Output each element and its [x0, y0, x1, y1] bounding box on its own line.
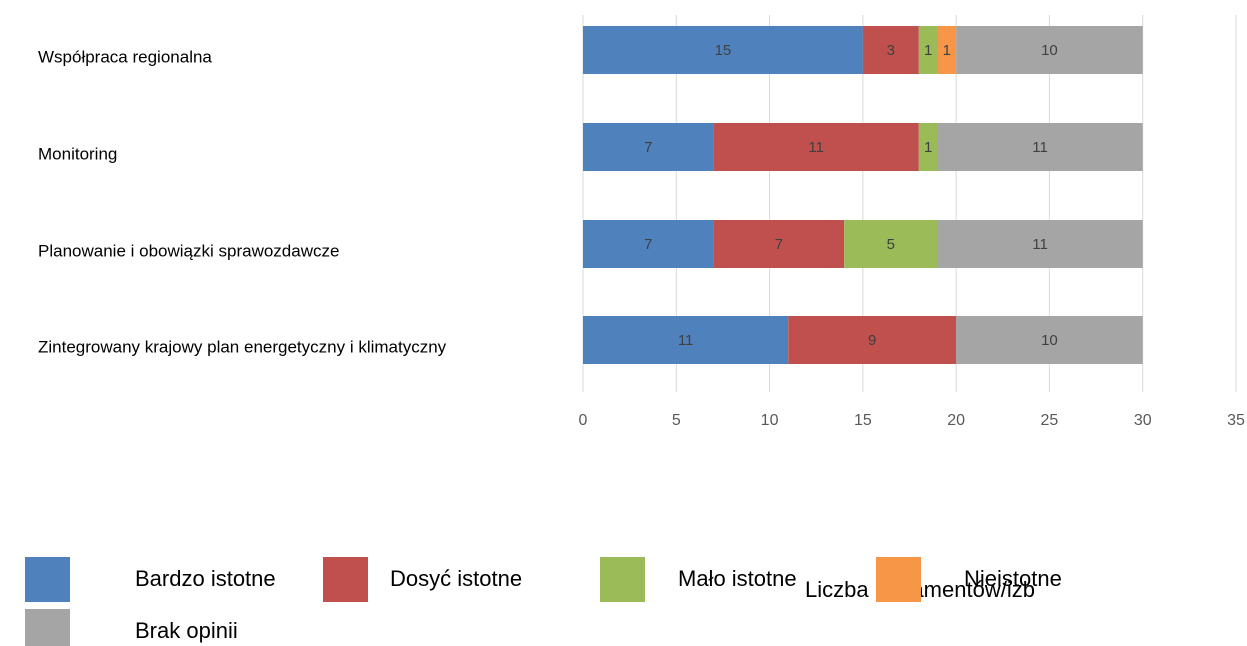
- bar-segment: [583, 220, 714, 268]
- legend-label: Dosyć istotne: [390, 566, 522, 591]
- bar-segment: [713, 123, 919, 171]
- legend-swatch: [25, 609, 70, 646]
- legend-swatch: [876, 557, 921, 602]
- legend-swatch: [25, 557, 70, 602]
- bar-segment: [956, 316, 1143, 364]
- bar-segment: [918, 123, 938, 171]
- data-label: 1: [924, 139, 932, 156]
- x-tick-label: 10: [761, 412, 779, 429]
- data-label: 15: [715, 42, 732, 59]
- data-label: 9: [868, 332, 876, 349]
- legend-swatch: [323, 557, 368, 602]
- bar-segment: [583, 123, 714, 171]
- legend-swatch: [600, 557, 645, 602]
- data-label: 5: [887, 236, 895, 253]
- bar-segment: [788, 316, 957, 364]
- bar-segment: [956, 26, 1143, 74]
- x-tick-label: 30: [1134, 412, 1152, 429]
- category-label: Monitoring: [38, 144, 117, 163]
- bar-segment: [918, 26, 938, 74]
- bar-segment: [844, 220, 938, 268]
- category-label: Współpraca regionalna: [38, 47, 212, 66]
- category-label: Planowanie i obowiązki sprawozdawcze: [38, 241, 339, 260]
- data-label: 3: [887, 42, 895, 59]
- category-label: Zintegrowany krajowy plan energetyczny i…: [38, 337, 447, 356]
- legend-label: Bardzo istotne: [135, 566, 276, 591]
- x-tick-label: 15: [854, 412, 872, 429]
- bar-segment: [937, 123, 1143, 171]
- data-label: 11: [1032, 236, 1048, 253]
- data-label: 1: [924, 42, 932, 59]
- bar-segment: [937, 220, 1143, 268]
- data-label: 10: [1041, 42, 1058, 59]
- data-label: 11: [808, 139, 824, 156]
- x-tick-label: 5: [672, 412, 681, 429]
- bar-segment: [937, 26, 957, 74]
- bar-segment: [713, 220, 845, 268]
- x-tick-label: 35: [1227, 412, 1245, 429]
- data-label: 10: [1041, 332, 1058, 349]
- x-tick-label: 20: [947, 412, 965, 429]
- bar-segment: [583, 26, 863, 74]
- legend-label: Mało istotne: [678, 566, 797, 591]
- bar-segment: [583, 316, 789, 364]
- data-label: 11: [1032, 139, 1048, 156]
- legend-label: Brak opinii: [135, 618, 238, 643]
- legend-label: Nieistotne: [964, 566, 1062, 591]
- data-label: 11: [678, 332, 694, 349]
- data-label: 7: [775, 236, 783, 253]
- data-label: 1: [943, 42, 951, 59]
- data-label: 7: [644, 236, 652, 253]
- x-tick-label: 25: [1041, 412, 1059, 429]
- bar-segment: [862, 26, 919, 74]
- data-label: 7: [644, 139, 652, 156]
- x-tick-label: 0: [579, 412, 588, 429]
